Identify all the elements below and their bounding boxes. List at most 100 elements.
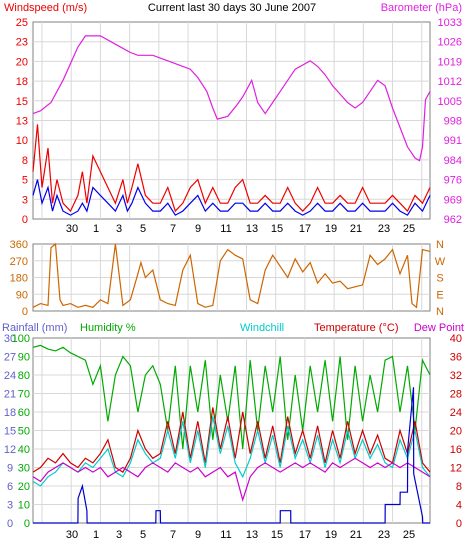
humidity-axis-label: Humidity % <box>80 322 136 334</box>
rainfall-tick: 12 <box>4 444 16 456</box>
rainfall-tick: 18 <box>4 407 16 419</box>
temperature-tick: 8 <box>456 481 462 493</box>
direction-compass-tick: N <box>436 306 444 318</box>
temperature-tick: 20 <box>450 426 462 438</box>
temperature-axis-label: Temperature (°C) <box>314 322 398 334</box>
temperature-humidity-panel: 3027242118151296301009080706050403020100… <box>4 333 462 541</box>
barometer-tick: 976 <box>444 175 462 187</box>
x-tick-label: 15 <box>271 223 283 235</box>
barometer-tick: 984 <box>444 155 462 167</box>
windspeed-tick: 13 <box>16 116 28 128</box>
temperature-tick: 12 <box>450 463 462 475</box>
humidity-tick: 10 <box>18 500 30 512</box>
dewpoint-axis-label: Dew Point <box>414 322 464 334</box>
humidity-tick: 70 <box>18 389 30 401</box>
barometer-line <box>32 35 431 162</box>
temperature-tick: 32 <box>450 370 462 382</box>
x-tick-label: 3 <box>116 529 122 541</box>
rainfall-tick: 3 <box>7 500 13 512</box>
temperature-tick: 0 <box>456 518 462 530</box>
windspeed-tick: 23 <box>16 37 28 49</box>
windchill-line <box>32 416 431 487</box>
x-tick-label: 7 <box>170 223 176 235</box>
direction-compass-tick: E <box>436 289 443 301</box>
humidity-tick: 50 <box>18 426 30 438</box>
humidity-tick: 30 <box>18 463 30 475</box>
windspeed-tick: 8 <box>22 155 28 167</box>
x-tick-label: 23 <box>378 529 390 541</box>
x-tick-label: 19 <box>325 223 337 235</box>
temperature-tick: 4 <box>456 500 462 512</box>
rainfall-tick: 15 <box>4 426 16 438</box>
direction-compass-tick: W <box>435 256 446 268</box>
rainfall-tick: 6 <box>7 481 13 493</box>
x-tick-label: 23 <box>378 223 390 235</box>
windspeed-tick: 10 <box>16 135 28 147</box>
barometer-tick: 1012 <box>438 76 462 88</box>
dewpoint-line <box>32 457 431 503</box>
windchill-axis-label: Windchill <box>240 322 284 334</box>
x-tick-label: 5 <box>140 529 146 541</box>
x-tick-label: 25 <box>403 223 415 235</box>
x-tick-label: 11 <box>220 529 231 541</box>
humidity-tick: 0 <box>24 518 30 530</box>
windspeed-tick: 25 <box>16 17 28 29</box>
windspeed-tick: 18 <box>16 76 28 88</box>
barometer-tick: 969 <box>444 194 462 206</box>
x-tick-label: 1 <box>93 223 99 235</box>
x-tick-label: 9 <box>195 223 201 235</box>
humidity-tick: 100 <box>12 333 30 345</box>
x-tick-label: 9 <box>195 529 201 541</box>
windspeed-tick: 15 <box>16 96 28 108</box>
rainfall-line <box>33 387 430 524</box>
humidity-tick: 20 <box>18 481 30 493</box>
rainfall-tick: 0 <box>7 518 13 530</box>
barometer-tick: 1026 <box>438 37 462 49</box>
windspeed-tick: 20 <box>16 56 28 68</box>
barometer-tick: 1033 <box>438 17 462 29</box>
x-tick-label: 1 <box>93 529 99 541</box>
temperature-line <box>32 407 431 473</box>
x-tick-label: 30 <box>66 529 78 541</box>
barometer-tick: 1005 <box>438 96 462 108</box>
x-tick-label: 7 <box>170 529 176 541</box>
humidity-line <box>32 344 431 450</box>
windspeed-tick: 3 <box>22 194 28 206</box>
x-tick-label: 17 <box>299 529 311 541</box>
x-tick-label: 5 <box>140 223 146 235</box>
windspeed-tick: 5 <box>22 175 28 187</box>
temperature-tick: 36 <box>450 352 462 364</box>
wind-direction-line <box>32 242 431 309</box>
rainfall-tick: 9 <box>7 463 13 475</box>
direction-degree-tick: 180 <box>10 273 28 285</box>
x-tick-label: 21 <box>350 223 362 235</box>
rainfall-axis-label: Rainfall (mm) <box>2 322 67 334</box>
windspeed-line <box>32 179 431 216</box>
windspeed-tick: 0 <box>22 214 28 226</box>
direction-compass-tick: S <box>436 273 443 285</box>
x-tick-label: 19 <box>325 529 337 541</box>
x-tick-label: 13 <box>246 529 258 541</box>
direction-degree-tick: 90 <box>16 289 28 301</box>
humidity-tick: 80 <box>18 370 30 382</box>
barometer-tick: 1019 <box>438 56 462 68</box>
x-tick-label: 13 <box>246 223 258 235</box>
temperature-tick: 24 <box>450 407 462 419</box>
rainfall-tick: 30 <box>4 333 16 345</box>
temperature-tick: 40 <box>450 333 462 345</box>
x-tick-label: 25 <box>403 529 415 541</box>
barometer-tick: 991 <box>444 135 462 147</box>
x-tick-label: 11 <box>220 223 231 235</box>
rainfall-tick: 27 <box>4 352 16 364</box>
windspeed-axis-label: Windspeed (m/s) <box>4 2 87 14</box>
x-tick-label: 30 <box>66 223 78 235</box>
x-tick-label: 15 <box>271 529 283 541</box>
x-tick-label: 17 <box>299 223 311 235</box>
direction-degree-tick: 270 <box>10 256 28 268</box>
humidity-tick: 90 <box>18 352 30 364</box>
temperature-tick: 16 <box>450 444 462 456</box>
direction-degree-tick: 360 <box>10 239 28 251</box>
barometer-tick: 998 <box>444 116 462 128</box>
direction-degree-tick: 0 <box>22 306 28 318</box>
